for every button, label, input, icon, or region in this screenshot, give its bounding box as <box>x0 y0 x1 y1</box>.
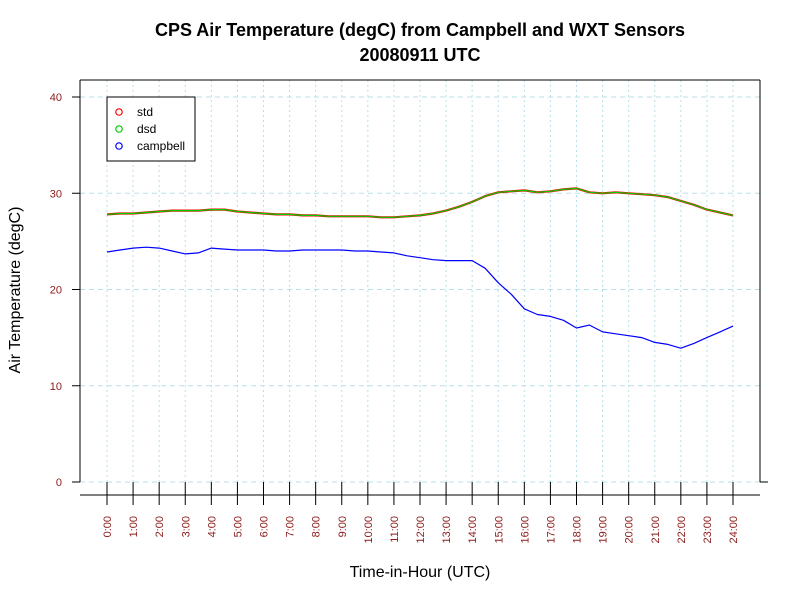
legend-label-std: std <box>137 105 153 119</box>
x-tick-label: 24:00 <box>728 516 740 544</box>
legend-label-dsd: dsd <box>137 122 156 136</box>
legend-label-campbell: campbell <box>137 139 185 153</box>
y-tick-label: 0 <box>56 477 62 489</box>
x-tick-label: 6:00 <box>259 516 271 537</box>
x-tick-label: 22:00 <box>676 516 688 544</box>
x-axis-label: Time-in-Hour (UTC) <box>350 564 491 581</box>
x-tick-label: 18:00 <box>572 516 584 544</box>
y-tick-label: 30 <box>50 188 62 200</box>
chart-subtitle: 20080911 UTC <box>359 45 480 65</box>
x-tick-label: 3:00 <box>180 516 192 537</box>
x-tick-label: 0:00 <box>102 516 114 537</box>
x-tick-label: 20:00 <box>624 516 636 544</box>
x-tick-label: 7:00 <box>285 516 297 537</box>
series-line-std <box>106 187 734 219</box>
x-tick-label: 17:00 <box>545 516 557 544</box>
x-tick-label: 14:00 <box>467 516 479 544</box>
series-line-campbell <box>106 246 734 349</box>
chart-title: CPS Air Temperature (degC) from Campbell… <box>155 20 685 40</box>
y-ticks: 0 10 20 30 40 <box>50 92 80 489</box>
x-tick-label: 19:00 <box>598 516 610 544</box>
x-tick-label: 10:00 <box>363 516 375 544</box>
x-tick-label: 11:00 <box>389 516 401 543</box>
y-tick-label: 40 <box>50 92 62 104</box>
series-lines <box>106 187 734 349</box>
x-tick-label: 12:00 <box>415 516 427 544</box>
x-tick-label: 1:00 <box>128 516 140 537</box>
legend: std dsd campbell <box>106 96 196 162</box>
x-tick-label: 2:00 <box>154 516 166 537</box>
y-tick-label: 20 <box>50 285 62 297</box>
x-tick-label: 8:00 <box>311 516 323 537</box>
x-tick-label: 23:00 <box>702 516 714 544</box>
x-tick-label: 9:00 <box>337 516 349 537</box>
y-tick-label: 10 <box>50 381 62 393</box>
legend-marker-campbell <box>115 142 123 150</box>
x-tick-label: 15:00 <box>493 516 505 544</box>
series-line-dsd <box>106 187 734 218</box>
x-tick-label: 4:00 <box>206 516 218 537</box>
x-tick-label: 13:00 <box>441 516 453 544</box>
legend-marker-std <box>115 108 123 116</box>
grid <box>80 80 760 483</box>
y-axis-label: Air Temperature (degC) <box>7 207 24 374</box>
x-tick-label: 21:00 <box>650 516 662 544</box>
x-tick-label: 16:00 <box>519 516 531 544</box>
legend-marker-dsd <box>115 125 123 133</box>
x-tick-label: 5:00 <box>232 516 244 537</box>
x-ticks: 0:00 1:00 2:00 3:00 4:00 5:00 6:00 7:00 8:00 9:00… <box>102 482 740 544</box>
